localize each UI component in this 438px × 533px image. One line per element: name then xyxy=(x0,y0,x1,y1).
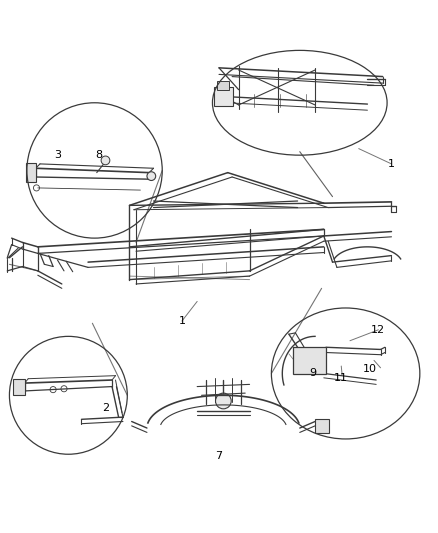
FancyBboxPatch shape xyxy=(25,164,36,182)
Text: 9: 9 xyxy=(309,368,316,378)
Text: 8: 8 xyxy=(95,150,102,160)
FancyBboxPatch shape xyxy=(217,80,229,90)
Text: 1: 1 xyxy=(388,159,395,169)
Text: 10: 10 xyxy=(363,364,377,374)
FancyBboxPatch shape xyxy=(293,347,326,374)
Circle shape xyxy=(215,393,231,409)
Text: 3: 3 xyxy=(54,150,61,160)
FancyBboxPatch shape xyxy=(314,419,328,433)
Text: 11: 11 xyxy=(334,373,348,383)
Circle shape xyxy=(101,156,110,165)
FancyBboxPatch shape xyxy=(214,87,233,106)
FancyBboxPatch shape xyxy=(13,379,25,395)
Circle shape xyxy=(147,172,155,181)
Text: 7: 7 xyxy=(215,451,223,462)
Text: 12: 12 xyxy=(371,325,385,335)
Text: 2: 2 xyxy=(102,403,109,414)
Text: 1: 1 xyxy=(178,316,185,326)
